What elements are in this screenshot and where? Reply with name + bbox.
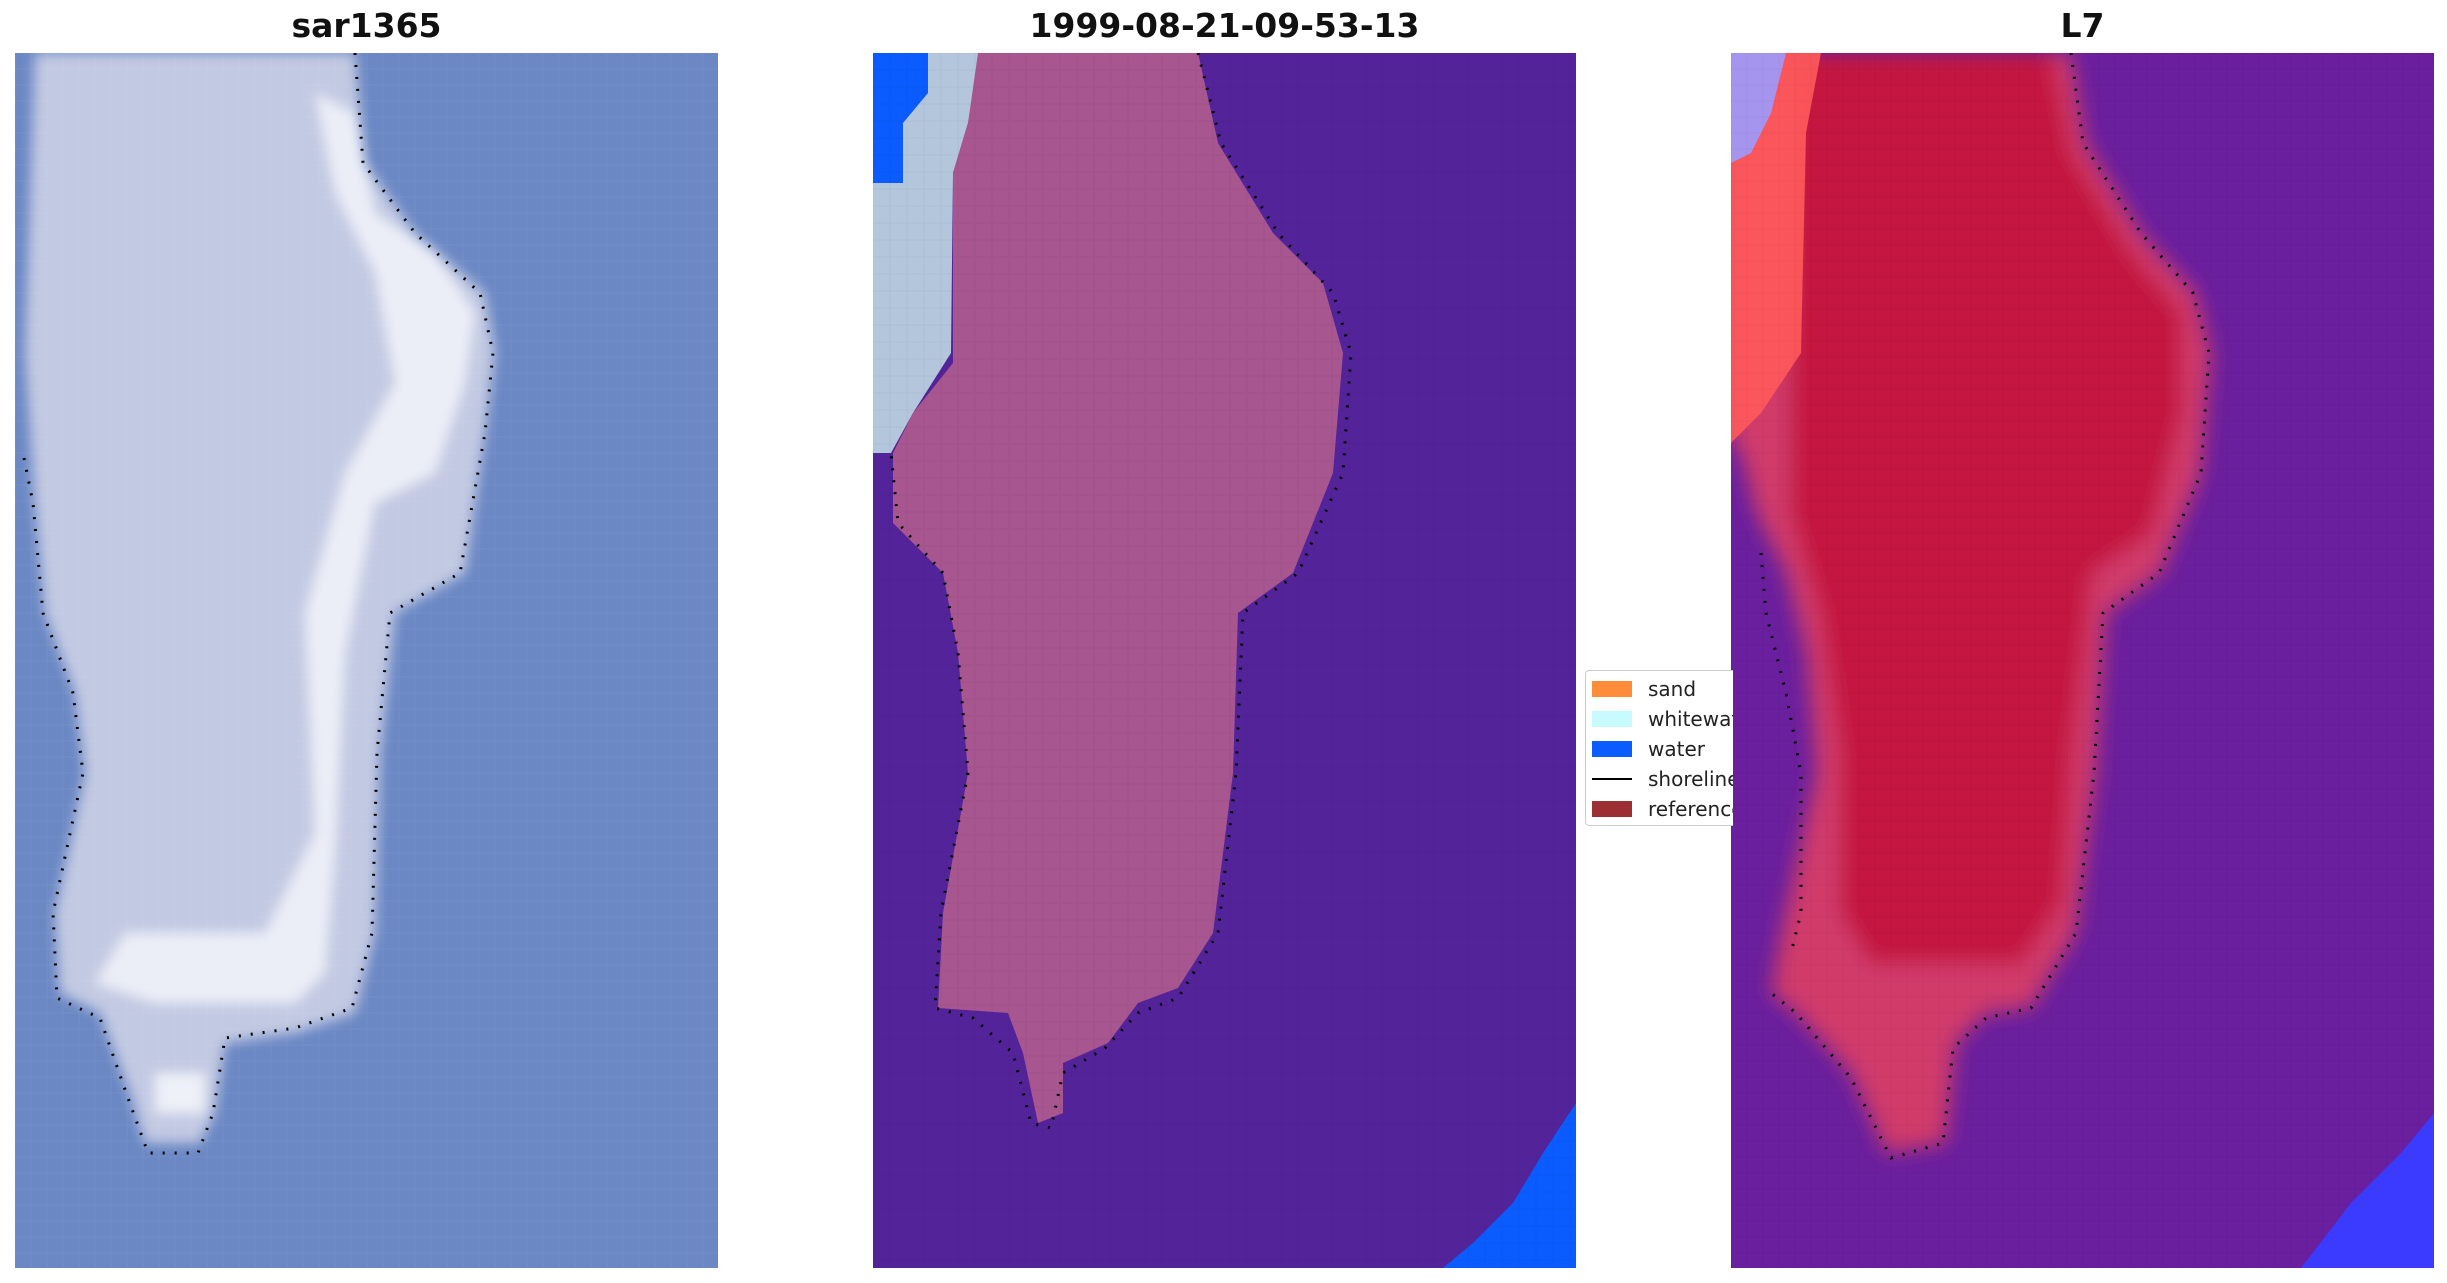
panel-title-rgb: sar1365 (291, 6, 442, 45)
legend-label-water: water (1648, 737, 1705, 761)
legend-swatch-whitewater (1592, 711, 1632, 727)
legend-line-shoreline (1592, 778, 1632, 780)
legend-item-shoreline: shoreline (1592, 767, 1733, 791)
legend-item-sand: sand (1592, 677, 1733, 701)
legend-item-whitewater: whitewater (1592, 707, 1733, 731)
legend-item-water: water (1592, 737, 1733, 761)
legend-label-whitewater: whitewater (1648, 707, 1733, 731)
legend-swatch-reference (1592, 801, 1632, 817)
legend-swatch-water (1592, 741, 1632, 757)
index-panel (1731, 53, 2434, 1268)
legend-item-reference: reference (1592, 797, 1733, 821)
legend-label-sand: sand (1648, 677, 1697, 701)
legend-swatch-sand (1592, 681, 1632, 697)
legend-label-shoreline: shoreline (1648, 767, 1733, 791)
classification-shoreline (889, 53, 1353, 1130)
legend-label-reference: reference (1648, 797, 1733, 821)
panel-title-index: L7 (2060, 6, 2105, 45)
index-shoreline (1770, 53, 2211, 1160)
rgb-image-panel (15, 53, 718, 1268)
classification-panel (873, 53, 1576, 1268)
panel-title-classification: 1999-08-21-09-53-13 (1029, 6, 1420, 45)
legend: sand whitewater water shoreline referenc… (1585, 670, 1733, 826)
